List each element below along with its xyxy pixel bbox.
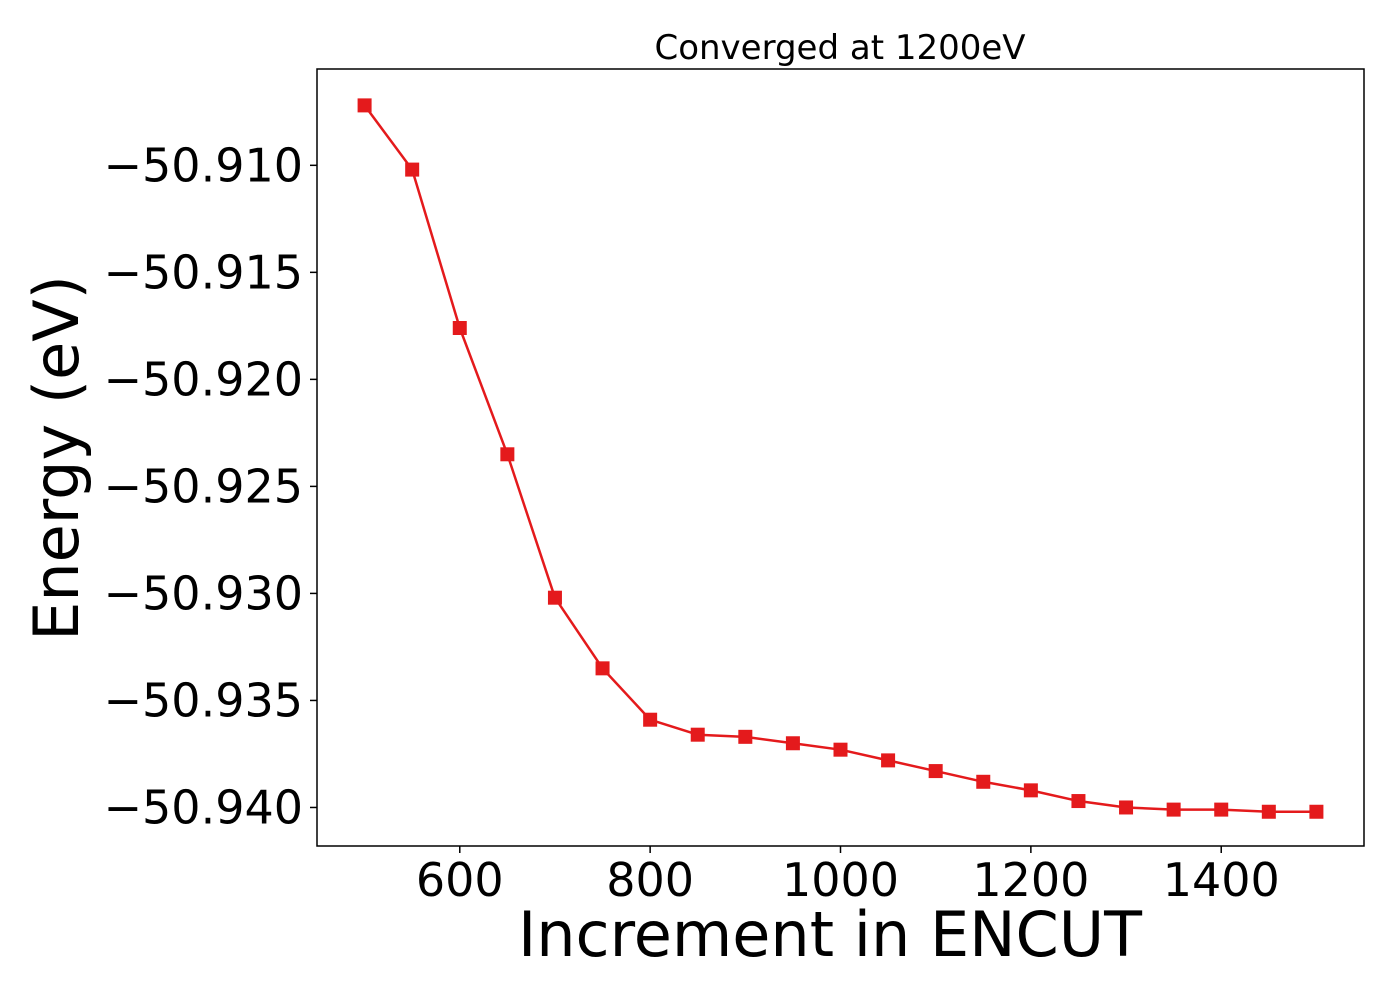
y-axis: −50.940 −50.935 −50.930 −50.925 −50.920 −50.9… (104, 138, 317, 834)
data-point-marker (690, 727, 705, 742)
y-tick-label: −50.930 (104, 566, 304, 620)
data-point-marker (1119, 800, 1134, 815)
plot-area (316, 68, 1365, 847)
data-point-marker (1071, 794, 1086, 809)
data-point-marker (1166, 802, 1181, 817)
data-point-marker (881, 753, 896, 768)
x-axis: 600 800 1000 1200 1400 (416, 846, 1280, 907)
x-tick-label: 600 (416, 853, 504, 907)
data-point-marker (833, 742, 848, 757)
data-point-marker (405, 162, 420, 177)
y-axis-label: Energy (eV) (20, 275, 93, 641)
data-point-marker (976, 774, 991, 789)
data-point-marker (1214, 802, 1229, 817)
data-point-marker (643, 712, 658, 727)
data-point-marker (785, 736, 800, 751)
data-point-marker (1023, 783, 1038, 798)
data-point-marker (1309, 804, 1324, 819)
y-tick-label: −50.915 (104, 245, 304, 299)
series-layer (357, 98, 1324, 819)
y-tick-label: −50.920 (104, 352, 304, 406)
data-point-marker (928, 764, 943, 779)
y-tick-label: −50.925 (104, 459, 304, 513)
data-point-marker (738, 729, 753, 744)
y-tick-label: −50.940 (104, 780, 304, 834)
x-tick-label: 1400 (1163, 853, 1280, 907)
data-point-marker (547, 590, 562, 605)
x-tick-label: 800 (606, 853, 694, 907)
data-point-marker (500, 447, 515, 462)
x-tick-label: 1000 (782, 853, 899, 907)
data-point-marker (1261, 804, 1276, 819)
chart-title: Converged at 1200eV (654, 28, 1025, 68)
data-point-marker (595, 661, 610, 676)
data-point-marker (452, 321, 467, 335)
data-point-marker (357, 98, 372, 113)
y-tick-label: −50.910 (104, 138, 304, 192)
x-tick-label: 1200 (972, 853, 1089, 907)
x-axis-label: Increment in ENCUT (518, 898, 1143, 971)
y-tick-label: −50.935 (104, 673, 304, 727)
